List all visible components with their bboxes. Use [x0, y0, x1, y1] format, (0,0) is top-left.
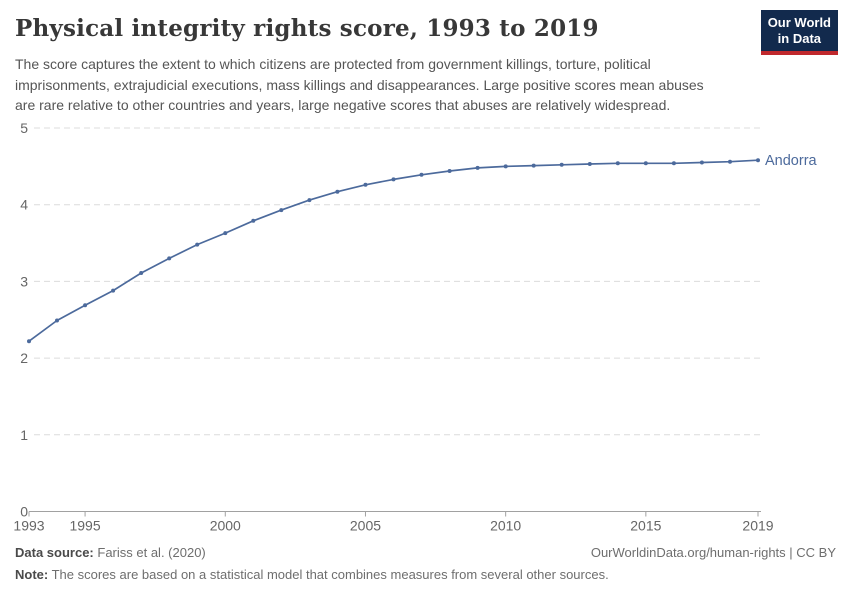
- data-point[interactable]: [27, 339, 31, 344]
- y-tick-label: 4: [20, 197, 28, 213]
- series-label[interactable]: Andorra: [765, 153, 818, 169]
- data-point[interactable]: [251, 218, 256, 223]
- data-point[interactable]: [643, 161, 648, 166]
- data-point[interactable]: [335, 189, 340, 194]
- page-title: Physical integrity rights score, 1993 to…: [15, 15, 599, 42]
- data-point[interactable]: [195, 242, 200, 247]
- data-point[interactable]: [756, 158, 760, 163]
- data-point[interactable]: [559, 162, 564, 167]
- subtitle-line: imprisonments, extrajudicial executions,…: [15, 76, 704, 93]
- data-point[interactable]: [139, 271, 144, 275]
- x-tick-label: 2005: [350, 518, 381, 534]
- data-source: Data source: Fariss et al. (2020): [15, 545, 206, 560]
- chart-note: Note: The scores are based on a statisti…: [15, 567, 609, 582]
- y-tick-label: 1: [20, 427, 28, 443]
- x-tick-label: 2019: [742, 518, 773, 534]
- y-tick-label: 5: [20, 120, 28, 136]
- data-point[interactable]: [728, 159, 732, 164]
- data-point[interactable]: [391, 177, 396, 182]
- owid-logo[interactable]: Our World in Data: [760, 10, 838, 55]
- subtitle-line: The score captures the extent to which c…: [15, 56, 651, 72]
- data-point[interactable]: [307, 198, 312, 203]
- data-point[interactable]: [111, 288, 116, 293]
- data-point[interactable]: [587, 162, 592, 166]
- data-point[interactable]: [447, 169, 452, 173]
- data-point[interactable]: [531, 163, 536, 168]
- data-point[interactable]: [419, 172, 424, 177]
- y-tick-label: 2: [20, 350, 28, 366]
- y-tick-label: 0: [20, 504, 28, 520]
- subtitle-line: are rare relative to other countries and…: [15, 97, 671, 113]
- data-point[interactable]: [475, 165, 480, 170]
- trend-line[interactable]: [28, 159, 759, 342]
- data-point[interactable]: [83, 303, 88, 308]
- data-point[interactable]: [699, 160, 704, 165]
- note-label: Note:: [15, 567, 49, 582]
- attribution-link[interactable]: OurWorldinData.org/human-rights | CC BY: [590, 545, 836, 560]
- x-tick-label: 1993: [13, 518, 44, 534]
- data-point[interactable]: [279, 208, 284, 213]
- data-point[interactable]: [363, 182, 368, 187]
- x-tick-label: 2015: [630, 518, 661, 534]
- chart-footer: Data source: Fariss et al. (2020) OurWor…: [15, 545, 836, 560]
- note-value: The scores are based on a statistical mo…: [51, 567, 609, 582]
- data-point[interactable]: [615, 161, 620, 166]
- chart-subtitle: The score captures the extent to which c…: [15, 54, 704, 116]
- x-tick-label: 1995: [69, 518, 100, 534]
- data-point[interactable]: [167, 256, 172, 261]
- data-point[interactable]: [503, 164, 508, 169]
- x-tick-label: 2010: [490, 518, 521, 534]
- owid-logo-line2: in Data: [777, 31, 822, 46]
- data-point[interactable]: [223, 231, 228, 236]
- data-source-value: Fariss et al. (2020): [97, 545, 206, 560]
- data-source-label: Data source:: [15, 545, 94, 560]
- data-point[interactable]: [671, 161, 676, 166]
- y-tick-label: 3: [20, 273, 28, 289]
- x-tick-label: 2000: [210, 518, 241, 534]
- owid-logo-line1: Our World: [767, 15, 831, 30]
- data-point[interactable]: [55, 318, 59, 323]
